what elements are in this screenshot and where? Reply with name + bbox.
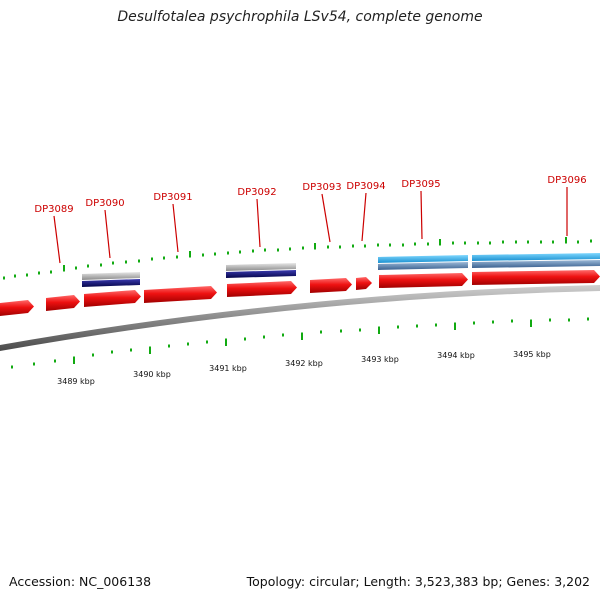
kbp-scale-label: 3493 kbp — [361, 355, 399, 364]
gene-label-dp3090: DP3090 — [85, 198, 124, 209]
topology-text: Topology: circular; Length: 3,523,383 bp… — [246, 574, 590, 589]
feature-layer — [0, 253, 600, 316]
gene-leader-line — [172, 203, 179, 253]
gene-label-dp3095: DP3095 — [401, 179, 440, 190]
cds-arrow-dp3090 — [84, 290, 141, 307]
cds-arrow-dp3094 — [356, 277, 372, 290]
kbp-scale-label: 3495 kbp — [513, 350, 551, 359]
accession-text: Accession: NC_006138 — [9, 574, 152, 589]
gene-label-dp3094: DP3094 — [346, 181, 385, 192]
cds-arrow-dp3089 — [46, 295, 80, 311]
gene-label-dp3092: DP3092 — [237, 187, 276, 198]
kbp-scale-label: 3492 kbp — [285, 359, 323, 368]
rna-block-navy-dp3092 — [226, 270, 296, 278]
gene-label-dp3093: DP3093 — [302, 182, 341, 193]
cds-arrow-dp3093 — [310, 278, 352, 293]
kbp-scale-label: 3491 kbp — [209, 364, 247, 373]
cds-arrow-dp3096 — [472, 270, 600, 285]
track-cyan-dp3095 — [378, 255, 468, 263]
label-layer: 3489 kbp 3490 kbp 3491 kbp 3492 kbp 3493 kbp… — [34, 175, 586, 386]
genome-title: Desulfotalea psychrophila LSv54, complet… — [117, 9, 483, 25]
cds-arrow-prev — [0, 300, 34, 316]
gene-leader-line — [104, 209, 111, 259]
gene-leader-line — [53, 215, 61, 264]
track-cyan-dp3096 — [472, 253, 600, 261]
track-steel-dp3095 — [378, 262, 468, 270]
rna-block-navy-dp3090 — [82, 279, 140, 287]
gene-leader-line — [321, 193, 331, 243]
cds-arrow-dp3095 — [379, 273, 468, 288]
cds-arrow-dp3091 — [144, 286, 217, 303]
kbp-scale-label: 3489 kbp — [57, 377, 95, 386]
kbp-scale-label: 3490 kbp — [133, 370, 171, 379]
rna-block-gray-dp3090 — [82, 272, 140, 280]
gene-label-dp3089: DP3089 — [34, 204, 73, 215]
cds-arrow-dp3092 — [227, 281, 297, 297]
gene-label-dp3096: DP3096 — [547, 175, 586, 186]
gene-leader-line — [256, 198, 261, 248]
kbp-scale-label: 3494 kbp — [437, 351, 475, 360]
gene-leader-line — [420, 190, 423, 240]
genome-backbone — [0, 285, 600, 351]
gene-label-dp3091: DP3091 — [153, 192, 192, 203]
rna-block-gray-dp3092 — [226, 263, 296, 271]
track-steel-dp3096 — [472, 260, 600, 268]
backbone-layer — [0, 285, 600, 351]
tick-layer — [3, 237, 592, 369]
gene-leader-line — [361, 192, 367, 242]
